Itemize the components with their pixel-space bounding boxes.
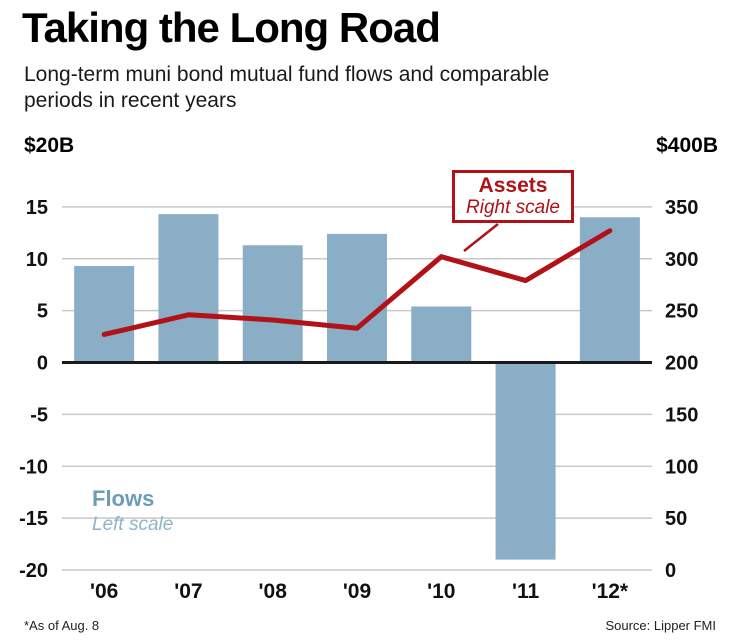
left-axis-tick: -5 — [30, 404, 48, 426]
flows-bar — [327, 233, 387, 363]
source-credit: Source: Lipper FMI — [605, 618, 716, 633]
flows-bar — [579, 217, 640, 363]
subtitle-line-2: periods in recent years — [24, 88, 237, 112]
right-axis-tick: 0 — [665, 560, 676, 582]
flows-bar — [495, 362, 556, 560]
left-axis-tick: 10 — [26, 249, 48, 271]
flows-bar — [242, 245, 303, 363]
x-axis-tick: '11 — [512, 580, 540, 603]
x-axis-tick: '09 — [343, 580, 371, 603]
assets-annotation-pointer — [463, 223, 499, 252]
right-axis-tick: 150 — [665, 404, 698, 426]
x-axis-tick: '06 — [90, 580, 118, 603]
chart-title: Taking the Long Road — [22, 4, 441, 51]
flows-annotation-label: Flows — [92, 486, 155, 511]
left-axis-tick: -15 — [19, 508, 48, 530]
left-axis-title: $20B — [24, 134, 75, 157]
left-axis-tick: -20 — [19, 560, 48, 582]
left-axis-tick: 15 — [26, 197, 48, 219]
flows-annotation-scale: Left scale — [92, 514, 174, 535]
x-axis-tick: '12* — [592, 580, 629, 603]
x-axis-tick: '07 — [174, 580, 202, 603]
assets-annotation: Assets Right scale — [452, 170, 574, 223]
x-axis-tick: '10 — [427, 580, 455, 603]
chart-subtitle: Long-term muni bond mutual fund flows an… — [24, 62, 549, 113]
subtitle-line-1: Long-term muni bond mutual fund flows an… — [24, 63, 550, 86]
flows-bar — [158, 214, 219, 363]
right-axis-tick: 300 — [665, 249, 698, 271]
right-axis-tick: 350 — [665, 197, 698, 219]
right-axis-tick: 100 — [665, 456, 698, 478]
flows-bar — [74, 266, 135, 363]
left-axis-tick: -10 — [19, 456, 48, 478]
left-axis-tick: 0 — [37, 353, 48, 375]
right-axis-tick: 250 — [665, 301, 698, 323]
assets-annotation-scale: Right scale — [466, 197, 560, 218]
flows-bar — [411, 306, 472, 363]
footnote: *As of Aug. 8 — [24, 618, 100, 633]
right-axis-tick: 50 — [665, 508, 687, 530]
left-axis-tick: 5 — [37, 301, 48, 323]
x-axis-tick: '08 — [259, 580, 288, 603]
assets-annotation-label: Assets — [478, 174, 548, 197]
assets-line — [101, 228, 613, 337]
right-axis-tick: 200 — [665, 353, 698, 375]
right-axis-title: $400B — [656, 134, 718, 157]
flows-annotation: Flows Left scale — [92, 486, 173, 536]
